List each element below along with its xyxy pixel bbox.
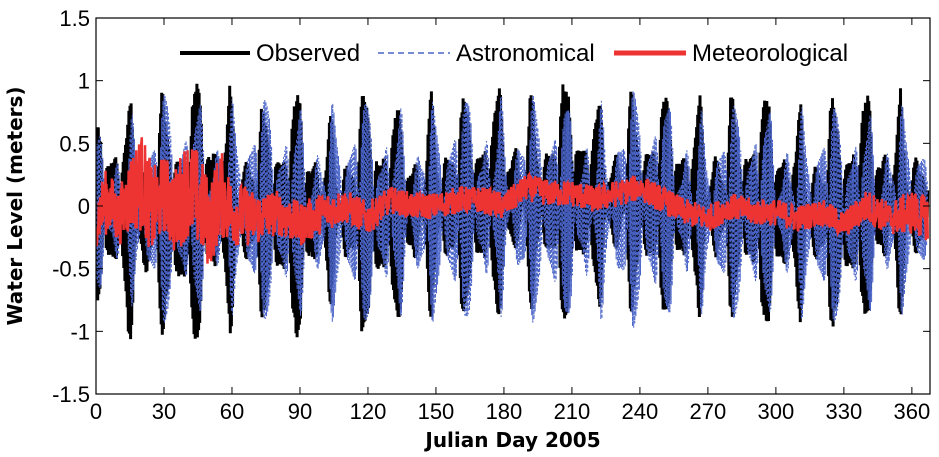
y-tick-label: -0.5 bbox=[52, 257, 90, 282]
legend-label-meteorological: Meteorological bbox=[692, 40, 848, 67]
y-tick-label: 1 bbox=[78, 69, 90, 94]
y-tick-label: 0.5 bbox=[59, 131, 90, 156]
x-tick-label: 60 bbox=[220, 399, 244, 424]
y-tick-label: 1.5 bbox=[59, 6, 90, 31]
y-tick-label: 0 bbox=[78, 194, 90, 219]
x-tick-label: 30 bbox=[152, 399, 176, 424]
legend-label-astronomical: Astronomical bbox=[456, 40, 595, 67]
x-tick-label: 300 bbox=[758, 399, 795, 424]
x-tick-label: 0 bbox=[90, 399, 102, 424]
y-tick-label: -1.5 bbox=[52, 382, 90, 407]
x-tick-label: 150 bbox=[418, 399, 455, 424]
x-tick-label: 330 bbox=[826, 399, 863, 424]
y-tick-label: -1 bbox=[70, 319, 90, 344]
x-tick-label: 240 bbox=[622, 399, 659, 424]
series-layer bbox=[96, 83, 930, 340]
x-tick-label: 360 bbox=[894, 399, 931, 424]
x-axis-label: Julian Day 2005 bbox=[423, 428, 600, 452]
x-tick-label: 180 bbox=[486, 399, 523, 424]
ticks-layer bbox=[95, 17, 930, 395]
tick-labels-layer: 0 30 60 90 120 150 180 210 240 270 300 330 360 -1.5 -1… bbox=[52, 6, 930, 424]
y-axis-label: Water Level (meters) bbox=[3, 86, 27, 325]
legend: Observed Astronomical Meteorological bbox=[180, 40, 848, 67]
legend-label-observed: Observed bbox=[256, 40, 360, 67]
meteorological-series-line bbox=[96, 137, 929, 264]
x-tick-label: 270 bbox=[690, 399, 727, 424]
x-tick-label: 210 bbox=[554, 399, 591, 424]
x-tick-label: 120 bbox=[350, 399, 387, 424]
x-tick-label: 90 bbox=[288, 399, 312, 424]
